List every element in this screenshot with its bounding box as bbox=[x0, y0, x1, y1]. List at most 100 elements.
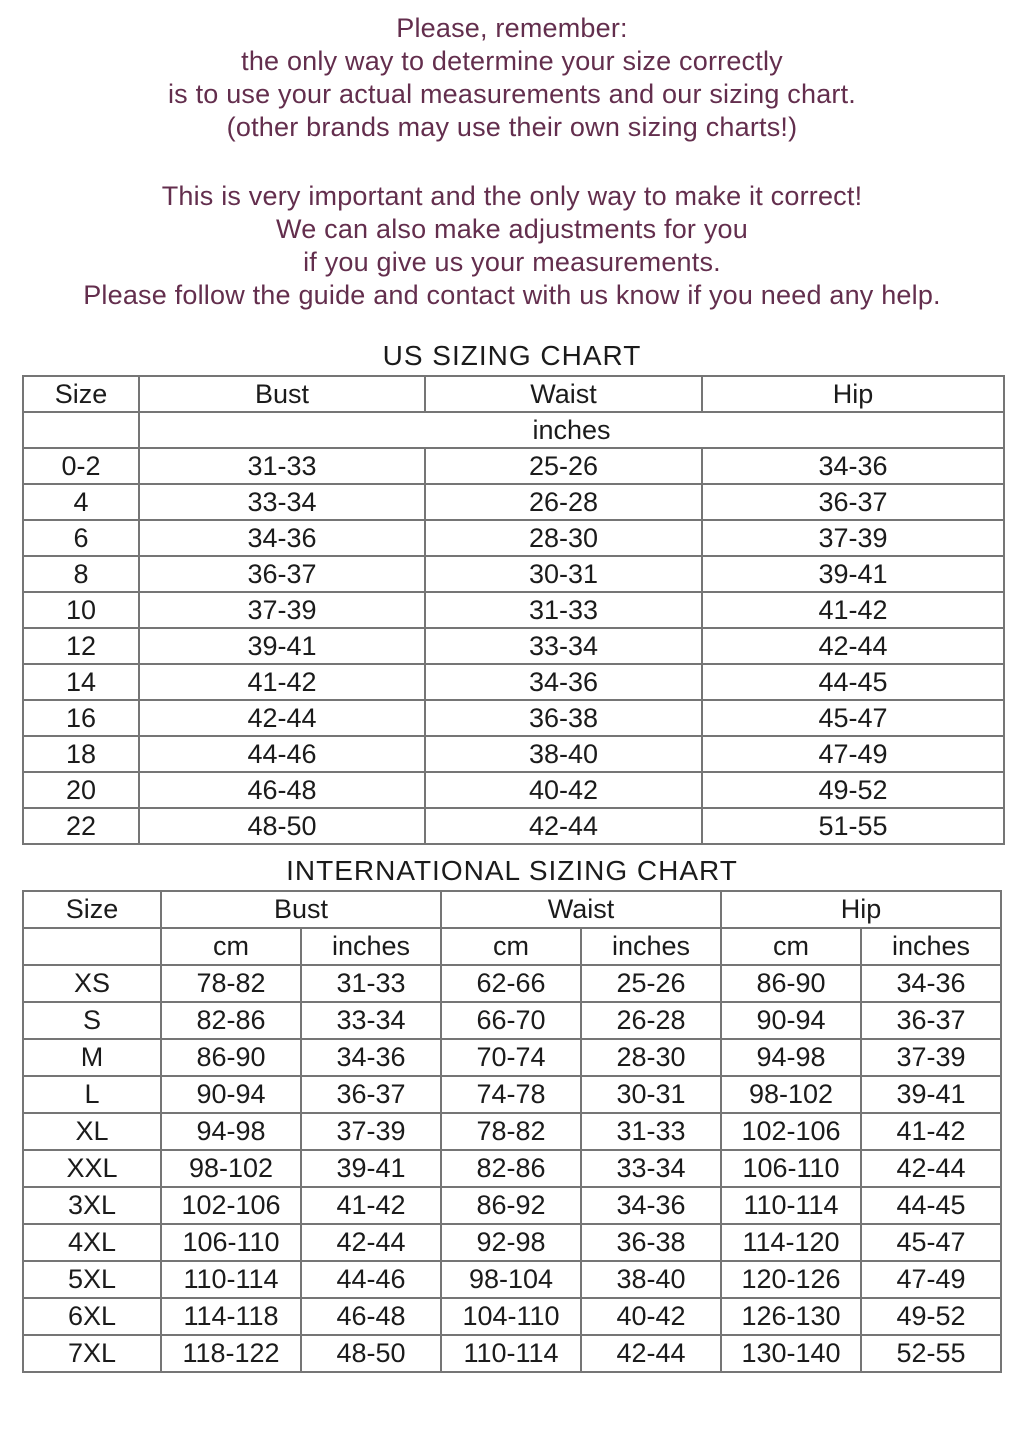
intl-table-row-waist_in: 33-34 bbox=[580, 1149, 722, 1188]
intl-header-row: Size Bust Waist Hip bbox=[22, 890, 1003, 929]
intl-table-row-hip_cm: 106-110 bbox=[720, 1149, 862, 1188]
us-table-row-size: 8 bbox=[22, 555, 140, 593]
us-table-row-waist: 38-40 bbox=[424, 735, 703, 773]
us-table-row-bust: 31-33 bbox=[138, 447, 426, 485]
us-table-row-hip: 39-41 bbox=[701, 555, 1005, 593]
intl-table-row-waist_in: 28-30 bbox=[580, 1038, 722, 1077]
intl-table-row-waist_cm: 98-104 bbox=[440, 1260, 582, 1299]
intl-units-hip-in: inches bbox=[859, 927, 1003, 966]
us-table-row: 8 36-37 30-31 39-41 bbox=[22, 555, 1005, 593]
us-table-row-bust: 36-37 bbox=[138, 555, 426, 593]
us-units-empty-cell bbox=[22, 411, 140, 449]
intro-line: Please, remember: bbox=[396, 13, 628, 43]
us-table-row-hip: 44-45 bbox=[701, 663, 1005, 701]
us-table-row-size: 6 bbox=[22, 519, 140, 557]
intl-units-row: cm inches cm inches cm inches bbox=[22, 927, 1003, 966]
intl-table-row-waist_cm: 92-98 bbox=[440, 1223, 582, 1262]
intl-table-row-waist_cm: 74-78 bbox=[440, 1075, 582, 1114]
us-table-row-waist: 34-36 bbox=[424, 663, 703, 701]
us-table-row-size: 0-2 bbox=[22, 447, 140, 485]
us-table-row: 0-2 31-33 25-26 34-36 bbox=[22, 447, 1005, 485]
intl-table-row-hip_cm: 130-140 bbox=[720, 1334, 862, 1373]
intl-table-row-bust_cm: 82-86 bbox=[160, 1001, 302, 1040]
us-table-row: 16 42-44 36-38 45-47 bbox=[22, 699, 1005, 737]
us-header-hip: Hip bbox=[701, 375, 1005, 413]
us-table-row: 4 33-34 26-28 36-37 bbox=[22, 483, 1005, 521]
intl-table-row-size: S bbox=[22, 1001, 162, 1040]
us-table-row: 20 46-48 40-42 49-52 bbox=[22, 771, 1005, 809]
intl-table-row-hip_cm: 98-102 bbox=[720, 1075, 862, 1114]
intl-table-row-waist_cm: 70-74 bbox=[440, 1038, 582, 1077]
intl-header-bust: Bust bbox=[160, 890, 442, 929]
us-table-row-size: 16 bbox=[22, 699, 140, 737]
intl-table-row-bust_in: 31-33 bbox=[300, 964, 442, 1003]
intro-line: This is very important and the only way … bbox=[161, 181, 863, 211]
intl-table-row-waist_in: 38-40 bbox=[580, 1260, 722, 1299]
us-table-row: 10 37-39 31-33 41-42 bbox=[22, 591, 1005, 629]
intl-table-row-hip_in: 36-37 bbox=[859, 1001, 1003, 1040]
intl-table-row-bust_in: 44-46 bbox=[300, 1260, 442, 1299]
intl-table-row-hip_in: 44-45 bbox=[859, 1186, 1003, 1225]
us-table-row: 14 41-42 34-36 44-45 bbox=[22, 663, 1005, 701]
us-header-bust: Bust bbox=[138, 375, 426, 413]
intl-table-row-hip_in: 42-44 bbox=[859, 1149, 1003, 1188]
intro-paragraph-1: Please, remember: the only way to determ… bbox=[0, 12, 1024, 144]
us-table-row-bust: 42-44 bbox=[138, 699, 426, 737]
intl-table-row-waist_in: 34-36 bbox=[580, 1186, 722, 1225]
us-table-row-waist: 36-38 bbox=[424, 699, 703, 737]
us-table-body: 0-2 31-33 25-26 34-36 4 33-34 26-28 36-37 6 34-36… bbox=[22, 447, 1005, 845]
intl-table-row-bust_in: 39-41 bbox=[300, 1149, 442, 1188]
intl-table-row: 3XL 102-106 41-42 86-92 34-36 110-114 44-45 bbox=[22, 1186, 1003, 1225]
intro-text: Please, remember: the only way to determ… bbox=[0, 0, 1024, 312]
intl-table-row-bust_cm: 86-90 bbox=[160, 1038, 302, 1077]
us-table-row-size: 18 bbox=[22, 735, 140, 773]
us-table-row-hip: 51-55 bbox=[701, 807, 1005, 845]
intl-table-row-bust_in: 33-34 bbox=[300, 1001, 442, 1040]
intl-table-row: 7XL 118-122 48-50 110-114 42-44 130-140 52-55 bbox=[22, 1334, 1003, 1373]
us-table-row-waist: 40-42 bbox=[424, 771, 703, 809]
intro-line: the only way to determine your size corr… bbox=[241, 46, 783, 76]
intl-table-row-size: L bbox=[22, 1075, 162, 1114]
intl-table-row-size: M bbox=[22, 1038, 162, 1077]
intl-table-row-waist_cm: 110-114 bbox=[440, 1334, 582, 1373]
intl-table-row-size: 6XL bbox=[22, 1297, 162, 1336]
us-table-row-bust: 48-50 bbox=[138, 807, 426, 845]
intl-table-row-waist_in: 31-33 bbox=[580, 1112, 722, 1151]
intl-table-row: L 90-94 36-37 74-78 30-31 98-102 39-41 bbox=[22, 1075, 1003, 1114]
intl-table-row-bust_in: 41-42 bbox=[300, 1186, 442, 1225]
us-table-row-waist: 31-33 bbox=[424, 591, 703, 629]
intl-table-row-bust_cm: 78-82 bbox=[160, 964, 302, 1003]
us-units-label: inches bbox=[138, 411, 1005, 449]
intl-table-row-waist_cm: 62-66 bbox=[440, 964, 582, 1003]
intl-table-row-waist_in: 36-38 bbox=[580, 1223, 722, 1262]
intl-table-row-hip_in: 47-49 bbox=[859, 1260, 1003, 1299]
intl-header-size: Size bbox=[22, 890, 162, 929]
intl-units-waist-cm: cm bbox=[440, 927, 582, 966]
us-table-row: 6 34-36 28-30 37-39 bbox=[22, 519, 1005, 557]
us-header-waist: Waist bbox=[424, 375, 703, 413]
us-table-row-size: 4 bbox=[22, 483, 140, 521]
intl-table-row-hip_in: 37-39 bbox=[859, 1038, 1003, 1077]
intl-table-row-hip_in: 49-52 bbox=[859, 1297, 1003, 1336]
intl-table-row-bust_cm: 106-110 bbox=[160, 1223, 302, 1262]
us-table-row-hip: 34-36 bbox=[701, 447, 1005, 485]
intl-table-row-hip_cm: 126-130 bbox=[720, 1297, 862, 1336]
intl-table-row-size: XL bbox=[22, 1112, 162, 1151]
us-table-row-size: 10 bbox=[22, 591, 140, 629]
intl-table-row-hip_cm: 86-90 bbox=[720, 964, 862, 1003]
us-table-row-hip: 42-44 bbox=[701, 627, 1005, 665]
intl-header-hip: Hip bbox=[719, 890, 1003, 929]
intl-units-waist-in: inches bbox=[580, 927, 722, 966]
us-table-row-waist: 42-44 bbox=[424, 807, 703, 845]
intl-table-row-hip_cm: 90-94 bbox=[720, 1001, 862, 1040]
intl-table-row-size: XS bbox=[22, 964, 162, 1003]
intl-table-row-bust_cm: 98-102 bbox=[160, 1149, 302, 1188]
us-table-row-hip: 41-42 bbox=[701, 591, 1005, 629]
intl-table-row-hip_cm: 120-126 bbox=[720, 1260, 862, 1299]
intro-line: We can also make adjustments for you bbox=[276, 214, 748, 244]
intl-table-row: M 86-90 34-36 70-74 28-30 94-98 37-39 bbox=[22, 1038, 1003, 1077]
intro-paragraph-2: This is very important and the only way … bbox=[0, 180, 1024, 312]
intl-sizing-table: Size Bust Waist Hip cm inches cm inches … bbox=[22, 890, 1003, 1373]
intl-table-row-size: 7XL bbox=[22, 1334, 162, 1373]
intl-table-row: 6XL 114-118 46-48 104-110 40-42 126-130 49-52 bbox=[22, 1297, 1003, 1336]
